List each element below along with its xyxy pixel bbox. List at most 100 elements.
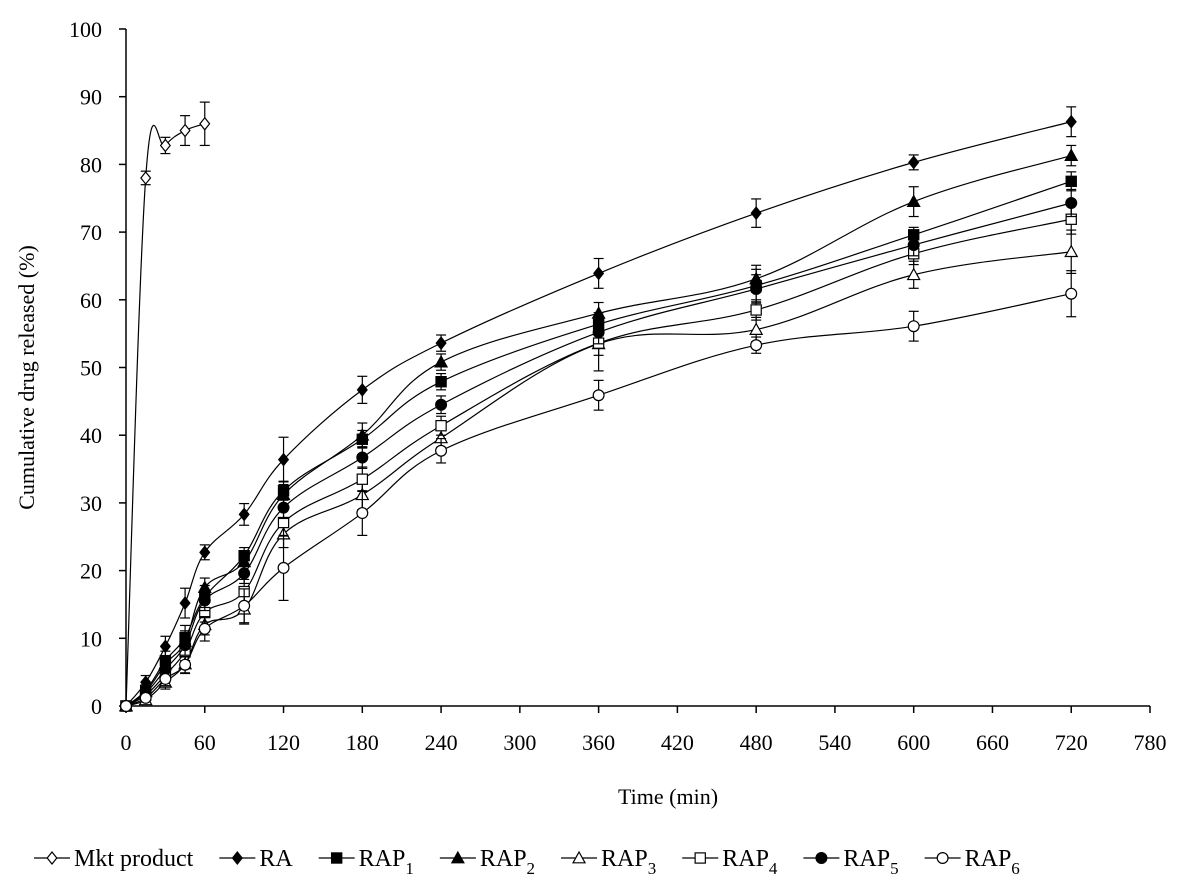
data-point bbox=[356, 382, 368, 397]
data-point bbox=[179, 658, 192, 671]
legend-label: RAP5 bbox=[843, 846, 898, 878]
x-tick-label: 360 bbox=[582, 730, 615, 755]
x-tick-label: 60 bbox=[194, 730, 216, 755]
y-axis-title: Cumulative drug released (%) bbox=[14, 245, 39, 510]
data-point bbox=[750, 339, 763, 352]
y-tick-label: 40 bbox=[80, 423, 102, 448]
legend-item-rap1: RAP1 bbox=[318, 846, 414, 878]
y-tick-label: 60 bbox=[80, 288, 102, 313]
y-tick-label: 30 bbox=[80, 491, 102, 516]
data-point bbox=[139, 691, 152, 704]
series-line bbox=[125, 218, 1072, 707]
x-tick-label: 540 bbox=[818, 730, 851, 755]
legend-item-rap3: RAP3 bbox=[561, 846, 656, 878]
legend-label: RAP4 bbox=[722, 846, 778, 878]
legend-item-mkt-product: Mkt product bbox=[34, 846, 194, 872]
data-point bbox=[159, 672, 172, 685]
data-point bbox=[907, 320, 920, 333]
legend-item-ra: RA bbox=[219, 846, 293, 872]
data-point bbox=[140, 170, 152, 185]
data-point bbox=[238, 567, 251, 580]
legend-marker bbox=[694, 852, 706, 864]
data-point bbox=[1065, 114, 1077, 129]
y-tick-label: 90 bbox=[80, 85, 102, 110]
data-point bbox=[593, 266, 605, 281]
data-point bbox=[435, 376, 447, 388]
legend: Mkt product RA RAP1 RAP2 RAP3 RAP4 RAP5 RAP6 bbox=[34, 846, 1020, 878]
data-point bbox=[592, 389, 605, 402]
legend-marker bbox=[450, 850, 465, 864]
data-point bbox=[435, 398, 448, 411]
data-point bbox=[199, 116, 211, 131]
data-point bbox=[750, 206, 762, 221]
data-point bbox=[119, 699, 132, 712]
data-point bbox=[277, 561, 290, 574]
x-tick-label: 420 bbox=[661, 730, 694, 755]
x-tick-label: 720 bbox=[1055, 730, 1088, 755]
data-point bbox=[277, 501, 290, 514]
data-point bbox=[435, 336, 447, 351]
legend-label: RAP6 bbox=[965, 846, 1020, 878]
data-point bbox=[1064, 148, 1079, 161]
series-rap1 bbox=[120, 171, 1077, 712]
x-tick-label: 660 bbox=[976, 730, 1009, 755]
axes: 0 60 120 180 240 300 360 420 480 540 600 660 720 780 0… bbox=[69, 17, 1167, 755]
x-tick-label: 780 bbox=[1134, 730, 1167, 755]
y-tick-label: 80 bbox=[80, 152, 102, 177]
legend-label: RAP2 bbox=[480, 846, 535, 878]
x-tick-label: 300 bbox=[503, 730, 536, 755]
data-point bbox=[179, 123, 191, 138]
x-tick-label: 0 bbox=[121, 730, 132, 755]
legend-marker bbox=[572, 850, 587, 864]
legend-label: RAP3 bbox=[601, 846, 656, 878]
legend-marker bbox=[330, 852, 343, 864]
legend-marker bbox=[815, 851, 828, 864]
series-rap2 bbox=[118, 144, 1079, 712]
data-point bbox=[199, 545, 211, 560]
x-tick-label: 240 bbox=[425, 730, 458, 755]
legend-marker bbox=[46, 851, 58, 865]
data-point bbox=[277, 452, 290, 467]
y-tick-label: 70 bbox=[80, 220, 102, 245]
data-point bbox=[907, 238, 920, 251]
legend-marker bbox=[231, 851, 243, 865]
legend-item-rap5: RAP5 bbox=[803, 846, 899, 878]
series-line bbox=[125, 121, 1072, 707]
y-tick-label: 20 bbox=[80, 559, 102, 584]
y-tick-label: 100 bbox=[69, 17, 102, 42]
x-tick-label: 480 bbox=[740, 730, 773, 755]
x-tick-label: 120 bbox=[267, 730, 300, 755]
legend-label: RAP1 bbox=[359, 846, 414, 878]
data-point bbox=[749, 322, 764, 335]
data-point bbox=[750, 282, 763, 295]
legend-item-rap4: RAP4 bbox=[682, 846, 778, 878]
data-point bbox=[435, 420, 447, 432]
data-point bbox=[179, 596, 191, 611]
data-point bbox=[198, 594, 211, 607]
data-point bbox=[592, 326, 605, 339]
legend-marker bbox=[936, 851, 949, 864]
data-point bbox=[906, 267, 921, 281]
data-point bbox=[1065, 287, 1078, 300]
legend-item-rap6: RAP6 bbox=[924, 846, 1020, 878]
series-line bbox=[125, 155, 1072, 707]
data-point bbox=[356, 473, 369, 485]
series-rap6 bbox=[119, 270, 1078, 712]
series-mkt-product bbox=[120, 101, 211, 713]
x-tick-label: 180 bbox=[346, 730, 379, 755]
data-point bbox=[238, 599, 251, 612]
data-point bbox=[355, 427, 370, 441]
data-point bbox=[238, 507, 250, 522]
data-point bbox=[435, 444, 448, 457]
data-point bbox=[1065, 175, 1077, 188]
data-point bbox=[159, 138, 171, 153]
data-point bbox=[356, 507, 369, 520]
data-point bbox=[434, 354, 449, 368]
data-point bbox=[1065, 196, 1078, 209]
y-tick-label: 50 bbox=[80, 356, 102, 381]
legend-label: RA bbox=[259, 846, 293, 872]
y-tick-label: 0 bbox=[91, 694, 102, 719]
x-axis-title: Time (min) bbox=[618, 784, 718, 809]
data-point bbox=[198, 622, 211, 635]
